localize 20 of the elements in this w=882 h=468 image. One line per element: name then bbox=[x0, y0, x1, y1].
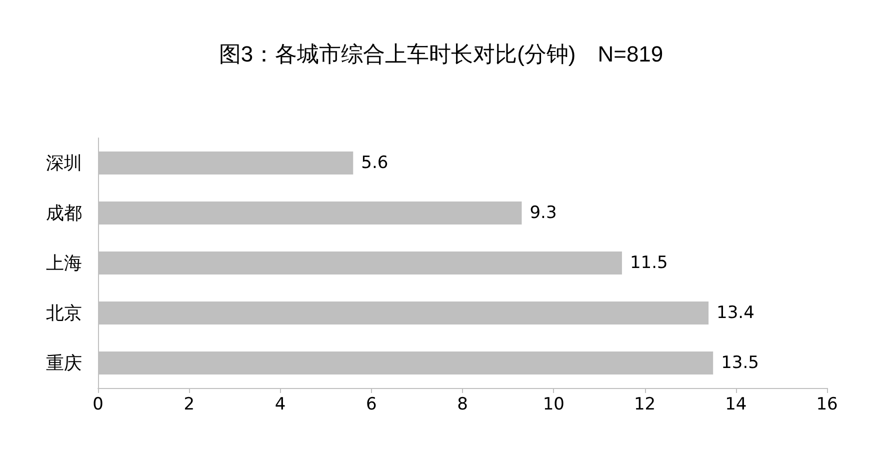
data-label: 9.3 bbox=[530, 203, 557, 223]
chart-title: 图3：各城市综合上车时长对比(分钟) N=819 bbox=[218, 42, 664, 66]
y-tick-label: 北京 bbox=[46, 303, 82, 323]
x-tick-label: 4 bbox=[274, 394, 286, 414]
y-tick-label: 重庆 bbox=[46, 353, 82, 373]
x-tick-label: 14 bbox=[725, 394, 747, 414]
data-label: 5.6 bbox=[361, 153, 388, 173]
x-tick-label: 12 bbox=[634, 394, 656, 414]
x-tick-label: 16 bbox=[816, 394, 838, 414]
data-label: 13.4 bbox=[716, 303, 754, 323]
x-tick-label: 10 bbox=[542, 394, 564, 414]
x-tick-label: 8 bbox=[457, 394, 468, 414]
y-tick-label: 上海 bbox=[46, 253, 82, 273]
x-tick-label: 2 bbox=[184, 394, 195, 414]
data-label: 11.5 bbox=[630, 253, 668, 273]
x-tick-label: 0 bbox=[92, 394, 104, 414]
y-tick-label: 深圳 bbox=[46, 153, 82, 173]
y-tick-label: 成都 bbox=[46, 203, 82, 223]
x-tick-label: 6 bbox=[366, 394, 377, 414]
data-label: 13.5 bbox=[721, 353, 759, 373]
